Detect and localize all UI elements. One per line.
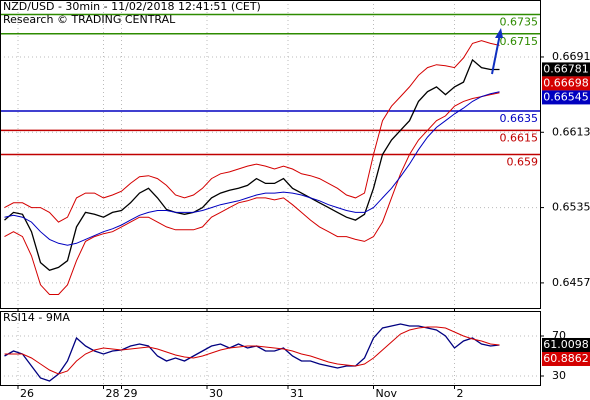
x-tick-label: 29 — [124, 387, 138, 400]
level-label: 0.6615 — [500, 131, 539, 144]
value-tag — [542, 351, 590, 366]
level-label: 0.659 — [507, 155, 539, 168]
indicator-line — [4, 92, 500, 295]
forecast-arrowhead — [495, 28, 503, 38]
indicator-line — [4, 326, 500, 375]
x-tick-label: 30 — [209, 387, 223, 400]
value-tag-label: 60.8862 — [543, 352, 589, 365]
price-line — [4, 58, 500, 272]
panel-frame — [0, 0, 541, 309]
y-tick-label: 0.6613 — [552, 125, 590, 138]
y-tick-label: 0.6691 — [552, 50, 590, 63]
level-label: 0.6735 — [500, 15, 539, 28]
indicator-line — [4, 91, 500, 246]
y-tick-label: 30 — [552, 369, 566, 382]
value-tag — [542, 337, 590, 352]
value-tag-label: 0.66545 — [543, 90, 589, 103]
value-tag — [542, 90, 590, 105]
rsi-title: RSI14 - 9MA — [3, 311, 70, 324]
y-tick-label: 0.6535 — [552, 201, 590, 214]
forecast-arrow — [491, 33, 501, 75]
x-tick-label: Nov — [376, 387, 398, 400]
value-tag-label: 61.0098 — [543, 338, 589, 351]
value-tag-label: 0.66781 — [543, 62, 589, 75]
x-tick-label: 26 — [20, 387, 34, 400]
x-tick-label: 2 — [457, 387, 464, 400]
value-tag — [542, 62, 590, 77]
value-tag-label: 0.66698 — [543, 76, 589, 89]
panel-frame — [0, 311, 541, 386]
level-label: 0.6635 — [500, 112, 539, 125]
price-line — [4, 323, 500, 382]
y-tick-label: 0.6457 — [552, 276, 590, 289]
indicator-line — [4, 40, 500, 223]
value-tag — [542, 76, 590, 91]
x-tick-label: 28 — [106, 387, 120, 400]
chart-subtitle: Research © TRADING CENTRAL — [3, 13, 176, 26]
x-tick-label: 31 — [290, 387, 304, 400]
chart-title: NZD/USD - 30min - 11/02/2018 12:41:51 (C… — [3, 0, 261, 13]
level-label: 0.6715 — [500, 35, 539, 48]
